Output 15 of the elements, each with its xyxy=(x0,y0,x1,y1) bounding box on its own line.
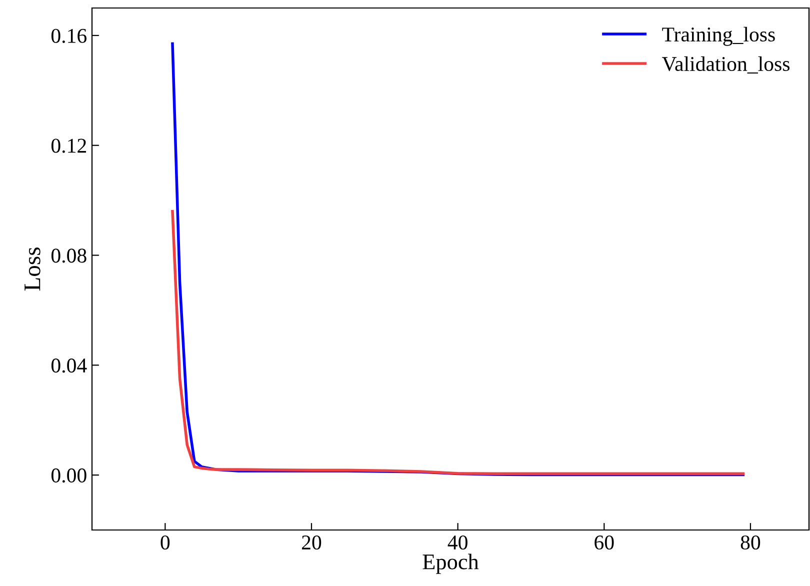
y-axis-title: Loss xyxy=(24,248,40,291)
x-axis-title: Epoch xyxy=(422,554,479,574)
legend-label: Training_loss xyxy=(662,26,775,46)
x-tick-label: 80 xyxy=(740,535,760,550)
y-tick-label: 0.04 xyxy=(51,358,87,373)
x-tick-label: 60 xyxy=(594,535,614,550)
legend-label: Validation_loss xyxy=(662,56,790,74)
y-tick-label: 0.08 xyxy=(51,248,86,263)
x-tick-label: 0 xyxy=(160,535,170,550)
y-tick-label: 0.00 xyxy=(51,468,86,483)
y-tick-label: 0.16 xyxy=(51,28,87,43)
x-tick-label: 20 xyxy=(302,535,322,550)
x-tick-label: 40 xyxy=(448,535,468,550)
y-tick-label: 0.12 xyxy=(51,138,86,153)
line-series xyxy=(171,210,745,476)
